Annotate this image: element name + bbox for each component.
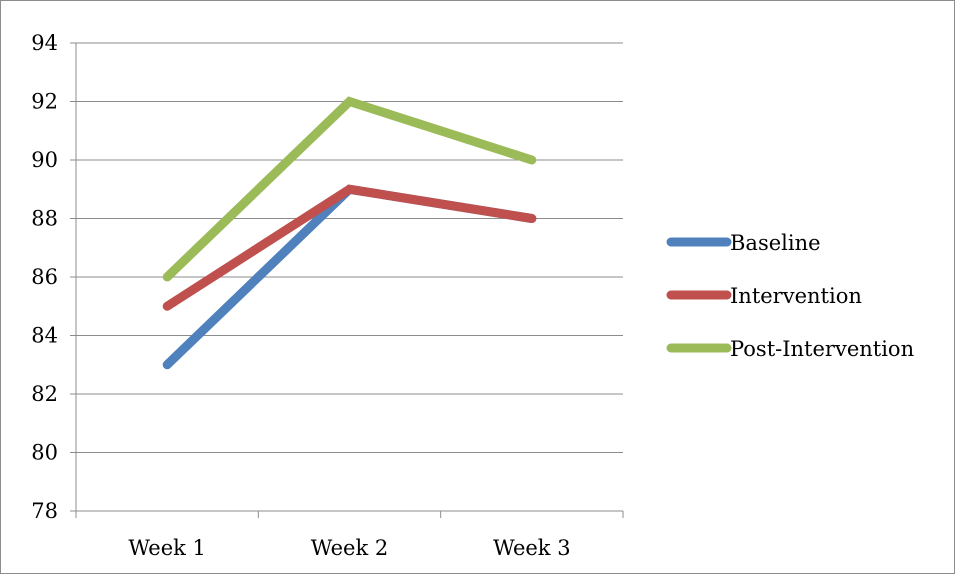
y-tick-label: 94 xyxy=(31,31,58,55)
legend-label: Baseline xyxy=(730,231,821,255)
series-line-post-intervention xyxy=(162,96,537,282)
x-axis-ticks: Week 1 Week 2 Week 3 xyxy=(75,511,624,560)
y-tick-label: 82 xyxy=(31,382,58,406)
y-tick-label: 88 xyxy=(31,207,58,231)
series-lines xyxy=(162,96,537,370)
x-tick-label: Week 2 xyxy=(311,536,389,560)
gridlines xyxy=(76,42,623,512)
y-tick-label: 86 xyxy=(31,265,58,289)
y-tick-label: 92 xyxy=(31,90,58,114)
y-axis-ticks: 78 80 82 84 86 88 90 92 94 xyxy=(31,31,76,523)
y-tick-label: 84 xyxy=(31,324,58,348)
y-tick-label: 80 xyxy=(31,441,58,465)
series-line-intervention xyxy=(162,184,537,311)
legend-label: Intervention xyxy=(730,284,862,308)
y-tick-label: 90 xyxy=(31,148,58,172)
y-tick-label: 78 xyxy=(31,499,58,523)
legend-label: Post-Intervention xyxy=(730,337,914,361)
legend: Baseline Intervention Post-Intervention xyxy=(666,231,914,361)
x-tick-label: Week 3 xyxy=(493,536,571,560)
x-tick-label: Week 1 xyxy=(128,536,206,560)
